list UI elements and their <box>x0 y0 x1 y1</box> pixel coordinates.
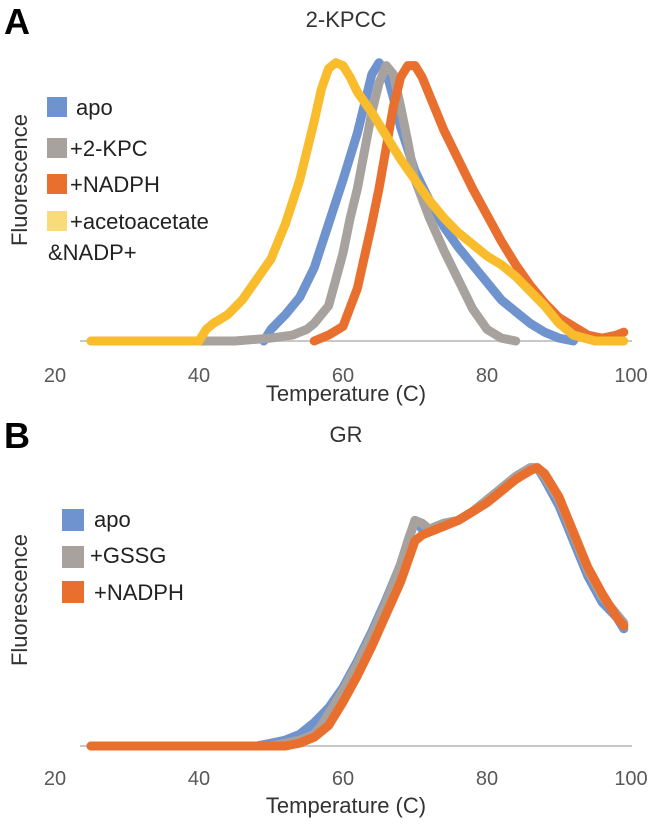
legend-b-label-apo: apo <box>94 507 131 532</box>
chart-a-title: 2-KPCC <box>306 7 387 32</box>
chart-b-xtick-20: 20 <box>44 768 66 790</box>
legend-b-swatch-nadph <box>62 581 84 603</box>
chart-b-ylabel: Fluorescence <box>7 534 32 666</box>
chart-a-series-line-2 <box>309 61 629 346</box>
chart-b-xtick-60: 60 <box>332 768 354 790</box>
chart-b-xlabel: Temperature (C) <box>266 793 426 818</box>
chart-b-title: GR <box>330 422 363 447</box>
chart-b-xtick-80: 80 <box>476 768 498 790</box>
chart-a-xtick-80: 80 <box>476 365 498 387</box>
chart-a-xtick-60: 60 <box>332 365 354 387</box>
chart-b-xtick-40: 40 <box>188 768 210 790</box>
legend-a-label-acetoacetate: +acetoacetate &NADP+ <box>48 209 215 265</box>
legend-a-label-2kpc: +2-KPC <box>70 136 148 161</box>
chart-a-series-line-1 <box>86 61 521 346</box>
chart-a-ylabel: Fluorescence <box>7 114 32 246</box>
chart-a-xlabel: Temperature (C) <box>266 381 426 406</box>
chart-b-series-line-1 <box>86 463 629 751</box>
chart-a-xtick-20: 20 <box>44 365 66 387</box>
chart-a-series-line-3 <box>86 58 629 346</box>
legend-a-swatch-nadph <box>47 174 67 194</box>
legend-a-swatch-2kpc <box>47 138 67 158</box>
legend-b-swatch-gssg <box>62 546 84 568</box>
panel-letter-b: B <box>4 415 30 456</box>
chart-a-xtick-100: 100 <box>614 365 647 387</box>
panel-letter-a: A <box>4 1 30 42</box>
legend-a-swatch-apo <box>47 97 67 117</box>
chart-b-series-line-0 <box>86 463 629 751</box>
legend-a-label-nadph: +NADPH <box>70 172 160 197</box>
legend-a-swatch-acetoacetate <box>47 211 67 231</box>
legend-a-label-apo: apo <box>76 95 113 120</box>
legend-b-label-gssg: +GSSG <box>90 543 166 568</box>
chart-a-xtick-40: 40 <box>188 365 210 387</box>
legend-b-label-nadph: +NADPH <box>94 580 184 605</box>
chart-a-series-line-0 <box>259 58 578 346</box>
chart-b-series-line-2 <box>86 463 629 751</box>
chart-b-xtick-100: 100 <box>614 768 647 790</box>
legend-b-swatch-apo <box>62 509 84 531</box>
